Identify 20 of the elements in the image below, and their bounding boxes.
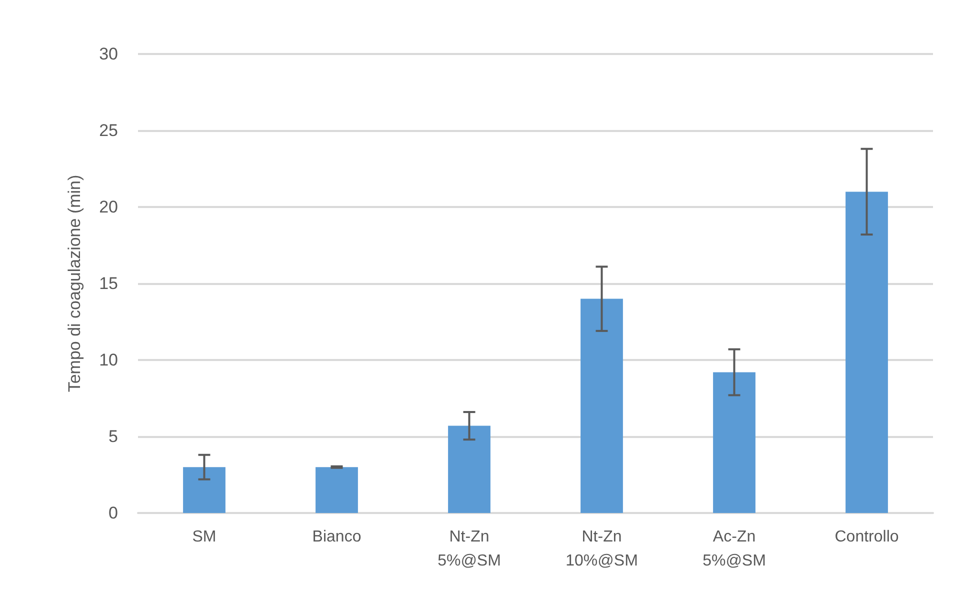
- x-tick-label: Nt-Zn 10%@SM: [566, 528, 638, 570]
- x-tick-label: SM: [192, 528, 216, 546]
- bar: [580, 298, 623, 513]
- bar: [183, 467, 226, 513]
- y-tick-label: 30: [99, 44, 118, 64]
- y-tick-label: 15: [99, 274, 118, 293]
- y-tick-label: 5: [108, 427, 118, 446]
- y-tick-label: 0: [108, 504, 118, 522]
- x-tick-label: Nt-Zn 5%@SM: [438, 528, 501, 570]
- y-tick-label: 25: [99, 121, 118, 140]
- bar: [846, 192, 888, 513]
- x-tick-label: Bianco: [312, 528, 362, 546]
- y-tick-label: 10: [99, 350, 118, 370]
- bar: [316, 467, 358, 513]
- x-tick-label: Controllo: [834, 528, 899, 546]
- y-axis-title: Tempo di coagulazione (min): [65, 174, 84, 392]
- bar: [713, 372, 756, 513]
- bar: [448, 426, 490, 513]
- x-tick-label: Ac-Zn 5%@SM: [702, 528, 766, 570]
- y-tick-label: 20: [99, 198, 118, 216]
